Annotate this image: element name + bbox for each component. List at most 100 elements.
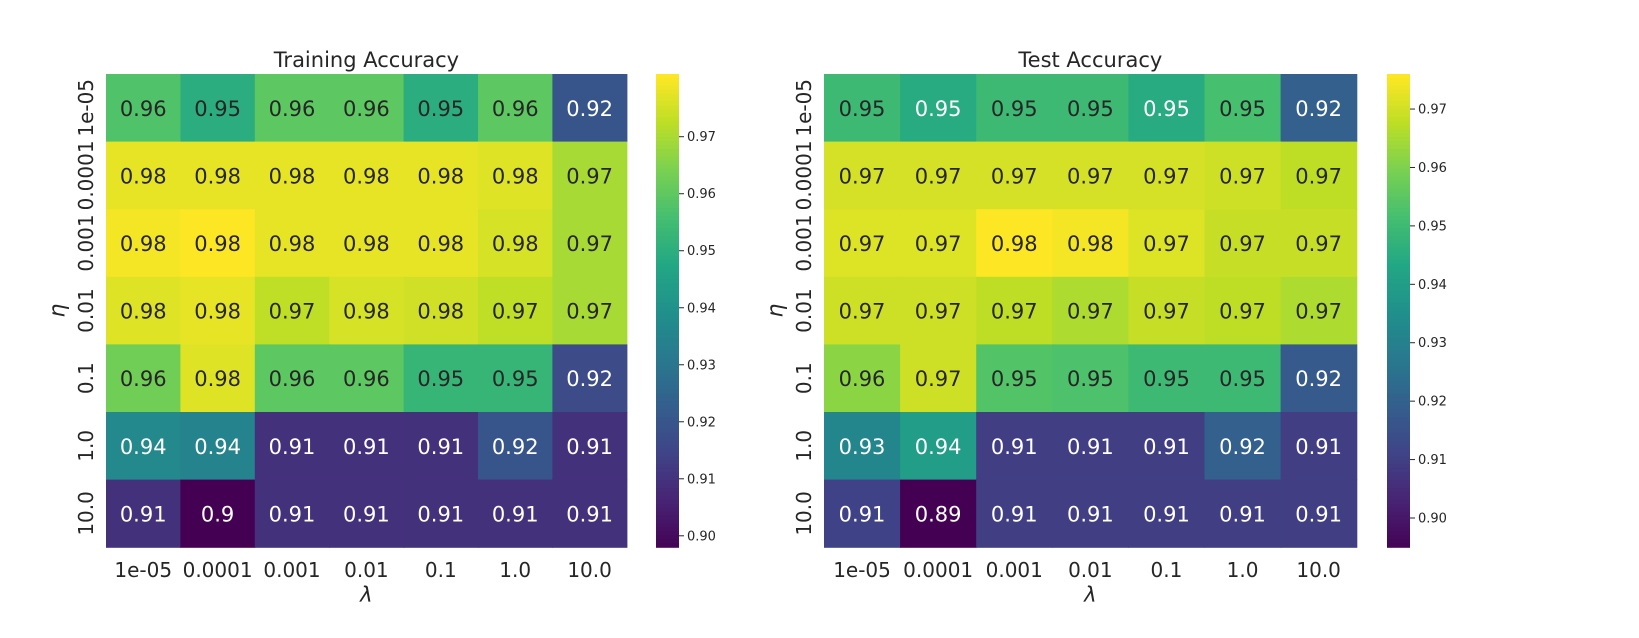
cell-value-label: 0.97 bbox=[915, 300, 962, 324]
cell-value-label: 0.92 bbox=[492, 435, 539, 459]
heatmap-cell bbox=[976, 141, 1053, 210]
colorbar-band bbox=[1387, 172, 1410, 178]
heatmap-cell bbox=[1204, 141, 1282, 210]
heatmap-cell bbox=[478, 412, 553, 481]
cell-value-label: 0.91 bbox=[1219, 502, 1266, 526]
colorbar-band bbox=[1387, 369, 1410, 375]
colorbar-band bbox=[1387, 81, 1410, 87]
colorbar-band bbox=[656, 243, 679, 249]
x-tick-label: 0.01 bbox=[344, 558, 389, 582]
heatmap-cell bbox=[106, 209, 181, 278]
cell-value-label: 0.96 bbox=[839, 367, 886, 391]
colorbar-band bbox=[656, 531, 679, 536]
heatmap-cell bbox=[1128, 412, 1206, 481]
colorbar-band bbox=[656, 180, 679, 186]
heatmap-cell bbox=[900, 479, 977, 548]
colorbar-band bbox=[1387, 393, 1410, 398]
colorbar-band bbox=[656, 543, 679, 548]
colorbar-band bbox=[1387, 460, 1410, 465]
colorbar-tick-label: 0.95 bbox=[1418, 219, 1447, 234]
colorbar-band bbox=[656, 74, 679, 79]
cell-value-label: 0.97 bbox=[839, 164, 886, 188]
colorbar-band bbox=[656, 176, 679, 182]
cell-value-label: 0.95 bbox=[194, 97, 241, 121]
colorbar-band bbox=[1387, 279, 1410, 284]
heatmap-cell bbox=[1052, 74, 1129, 143]
x-tick-label: 0.001 bbox=[263, 558, 320, 582]
cell-value-label: 0.97 bbox=[991, 300, 1038, 324]
colorbar-band bbox=[656, 156, 679, 162]
colorbar-band bbox=[1387, 247, 1410, 253]
cell-value-label: 0.94 bbox=[194, 435, 241, 459]
heatmap-cell bbox=[329, 141, 405, 210]
colorbar-band bbox=[656, 141, 679, 146]
colorbar-band bbox=[656, 196, 679, 201]
colorbar-band bbox=[1387, 503, 1410, 509]
heatmap-cell bbox=[1280, 209, 1358, 278]
heatmap-cell bbox=[1204, 479, 1282, 548]
colorbar-band bbox=[656, 365, 679, 371]
colorbar-band bbox=[1387, 523, 1410, 529]
colorbar-band bbox=[656, 121, 679, 126]
colorbar-band bbox=[656, 113, 679, 118]
heatmap-cell bbox=[329, 344, 405, 413]
colorbar-band bbox=[656, 247, 679, 253]
colorbar-band bbox=[656, 239, 679, 245]
colorbar-band bbox=[656, 200, 679, 205]
cell-value-label: 0.92 bbox=[1295, 367, 1342, 391]
colorbar-band bbox=[1387, 302, 1410, 308]
y-tick-label: 1.0 bbox=[74, 430, 98, 462]
colorbar-band bbox=[1387, 515, 1410, 521]
cell-value-label: 0.91 bbox=[1143, 502, 1190, 526]
cell-value-label: 0.91 bbox=[839, 502, 886, 526]
cell-value-label: 0.98 bbox=[343, 232, 390, 256]
colorbar-band bbox=[1387, 294, 1410, 300]
colorbar-band bbox=[656, 294, 679, 300]
colorbar-band bbox=[1387, 330, 1410, 335]
colorbar-band bbox=[656, 342, 679, 347]
colorbar-band bbox=[656, 436, 679, 442]
colorbar-tick-label: 0.97 bbox=[1418, 103, 1447, 118]
cell-value-label: 0.97 bbox=[1219, 300, 1266, 324]
cell-value-label: 0.97 bbox=[1067, 300, 1114, 324]
colorbar-band bbox=[1387, 105, 1410, 111]
y-tick-label: 0.0001 bbox=[792, 140, 816, 210]
cell-value-label: 0.97 bbox=[492, 300, 539, 324]
colorbar-band bbox=[656, 472, 679, 477]
x-tick-label: 1.0 bbox=[499, 558, 531, 582]
colorbar-band bbox=[656, 385, 679, 391]
heatmap-cell bbox=[403, 276, 479, 345]
cell-value-label: 0.95 bbox=[991, 367, 1038, 391]
heatmap-cell bbox=[180, 209, 256, 278]
colorbar-band bbox=[656, 377, 679, 383]
colorbar-band bbox=[1387, 109, 1410, 115]
colorbar-band bbox=[1387, 77, 1410, 83]
colorbar-band bbox=[656, 401, 679, 406]
heatmap-cell bbox=[1128, 141, 1206, 210]
colorbar-band bbox=[1387, 164, 1410, 170]
colorbar-band bbox=[656, 204, 679, 209]
colorbar-band bbox=[1387, 74, 1410, 79]
heatmap-cell bbox=[552, 344, 628, 413]
cell-value-label: 0.98 bbox=[417, 164, 464, 188]
cell-value-label: 0.97 bbox=[566, 300, 613, 324]
colorbar-band bbox=[1387, 495, 1410, 501]
colorbar-band bbox=[656, 409, 679, 414]
cell-value-label: 0.91 bbox=[566, 502, 613, 526]
cell-value-label: 0.98 bbox=[417, 300, 464, 324]
colorbar-band bbox=[656, 350, 679, 355]
heatmap-cell bbox=[900, 344, 977, 413]
heatmap-cell bbox=[329, 276, 405, 345]
heatmap-cell bbox=[1052, 344, 1129, 413]
heatmap-cell bbox=[824, 74, 901, 143]
colorbar-band bbox=[656, 397, 679, 402]
heatmap-cell bbox=[180, 141, 256, 210]
colorbar-band bbox=[1387, 97, 1410, 103]
colorbar-band bbox=[656, 275, 679, 280]
colorbar-tick-label: 0.92 bbox=[1418, 395, 1447, 410]
cell-value-label: 0.97 bbox=[915, 367, 962, 391]
colorbar-band bbox=[1387, 271, 1410, 276]
cell-value-label: 0.96 bbox=[492, 97, 539, 121]
heatmap-cell bbox=[403, 479, 479, 548]
colorbar-band bbox=[656, 267, 679, 272]
